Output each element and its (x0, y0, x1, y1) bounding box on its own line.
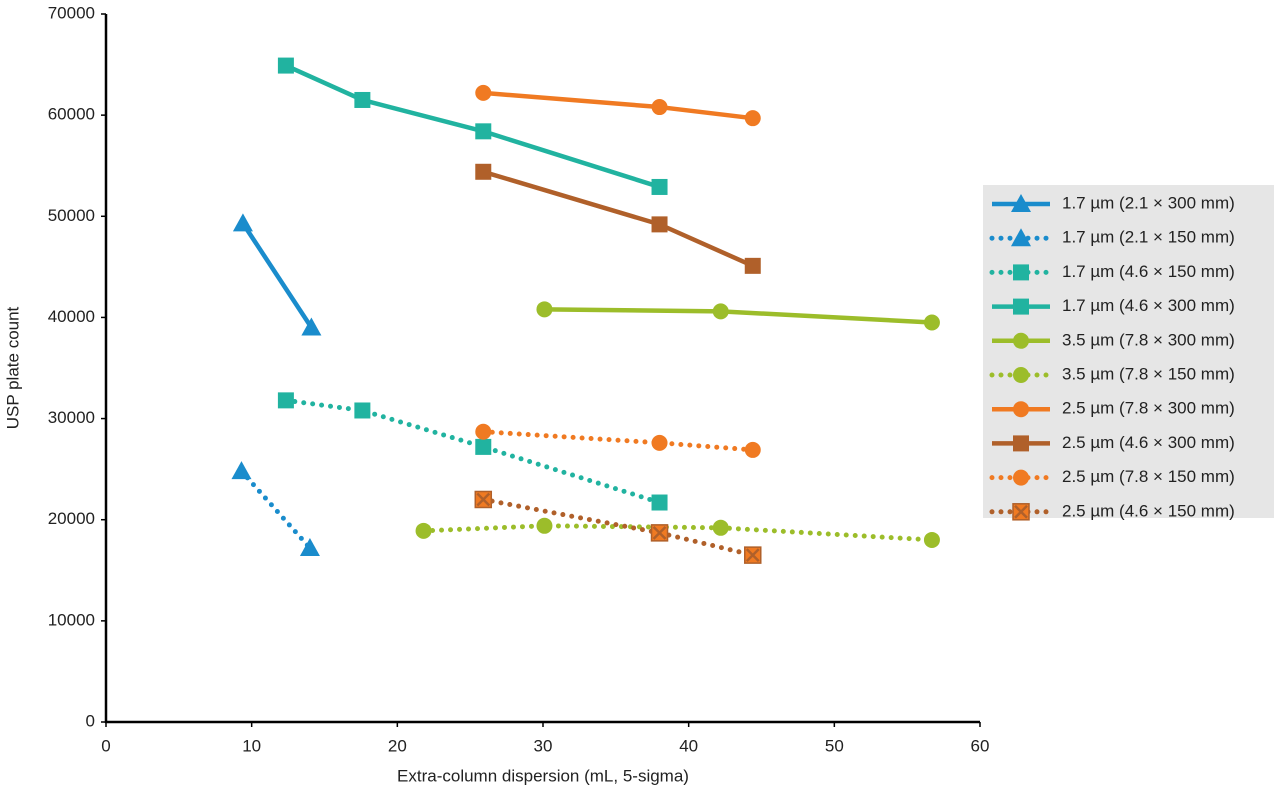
legend-marker (1013, 469, 1029, 486)
legend-marker (1013, 332, 1029, 349)
y-tick-label: 20000 (48, 509, 95, 528)
x-tick-label: 60 (971, 736, 990, 755)
y-tick-label: 50000 (48, 206, 95, 225)
x-axis-label: Extra-column dispersion (mL, 5-sigma) (397, 766, 689, 785)
y-tick-label: 30000 (48, 408, 95, 427)
legend-marker (1011, 194, 1031, 212)
y-tick-label: 70000 (48, 3, 95, 22)
marker (475, 163, 492, 180)
legend-label: 2.5 µm (7.8 × 300 mm) (1062, 399, 1235, 418)
legend-marker (1013, 367, 1029, 383)
legend-marker (1013, 401, 1029, 418)
marker (651, 494, 668, 511)
x-tick-label: 10 (242, 736, 261, 755)
y-tick-label: 40000 (48, 307, 95, 326)
legend-label: 3.5 µm (7.8 × 150 mm) (1062, 364, 1235, 383)
series-line (483, 90, 754, 121)
y-tick-label: 60000 (48, 105, 95, 124)
marker-cross (745, 548, 760, 562)
marker (536, 517, 553, 534)
x-tick-label: 20 (388, 736, 407, 755)
marker (712, 519, 729, 536)
legend-label: 1.7 µm (4.6 × 300 mm) (1062, 296, 1235, 315)
y-tick-label: 10000 (48, 610, 95, 629)
y-tick-label: 0 (86, 711, 95, 730)
series-line (480, 429, 756, 453)
legend-label: 2.5 µm (7.8 × 150 mm) (1062, 467, 1235, 486)
marker (744, 441, 761, 458)
legend-label: 1.7 µm (2.1 × 150 mm) (1062, 228, 1235, 247)
marker (475, 438, 492, 455)
x-tick-label: 30 (534, 736, 553, 755)
marker (231, 461, 252, 480)
marker (651, 216, 668, 233)
marker (232, 213, 253, 232)
x-tick-label: 40 (679, 736, 698, 755)
legend-label: 1.7 µm (4.6 × 150 mm) (1062, 262, 1235, 281)
marker (651, 178, 668, 195)
marker (354, 402, 371, 419)
legend-marker (1011, 228, 1031, 247)
marker (923, 531, 940, 548)
x-tick-label: 0 (101, 736, 110, 755)
marker (301, 317, 322, 336)
legend-label: 2.5 µm (4.6 × 300 mm) (1062, 433, 1235, 452)
marker-cross (1014, 504, 1028, 519)
marker (415, 522, 432, 539)
legend-box (983, 185, 1274, 518)
marker (536, 301, 553, 318)
series-line (283, 397, 663, 506)
marker (475, 84, 492, 101)
marker (475, 123, 492, 140)
marker-cross (652, 525, 667, 540)
series-line (284, 63, 661, 190)
legend-marker (1013, 298, 1029, 315)
legend-marker (1013, 435, 1029, 452)
legend-label: 1.7 µm (2.1 × 300 mm) (1062, 193, 1235, 212)
marker (651, 99, 668, 116)
y-axis-label: USP plate count (3, 306, 22, 429)
marker (744, 110, 761, 127)
legend-label: 2.5 µm (4.6 × 150 mm) (1062, 501, 1235, 520)
marker (299, 538, 320, 557)
series-line (241, 222, 314, 329)
marker (277, 57, 294, 74)
marker (651, 434, 668, 451)
x-tick-label: 50 (825, 736, 844, 755)
marker-cross (476, 492, 491, 507)
legend-marker (1013, 264, 1029, 281)
legend-label: 3.5 µm (7.8 × 300 mm) (1062, 330, 1235, 349)
series-line (238, 468, 313, 551)
series-line (482, 169, 754, 268)
marker (712, 303, 729, 320)
marker (354, 91, 371, 108)
series-line (544, 307, 933, 325)
marker (923, 314, 940, 331)
marker (475, 423, 492, 440)
marker (744, 257, 761, 274)
marker (277, 392, 294, 409)
